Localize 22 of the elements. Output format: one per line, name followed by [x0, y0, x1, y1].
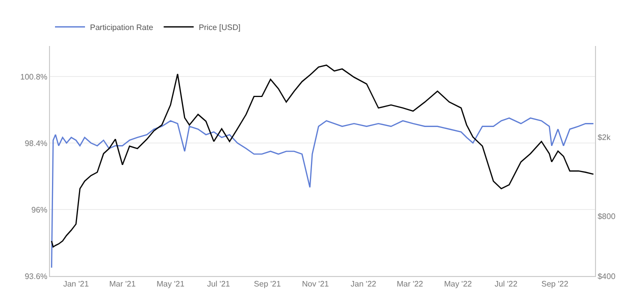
- x-tick-label: Jan '21: [63, 280, 90, 289]
- x-tick-label: Jul '21: [207, 280, 231, 289]
- y2-tick-label: $2k: [598, 132, 612, 142]
- x-tick-label: May '22: [444, 280, 472, 289]
- x-tick-label: Sep '22: [541, 280, 569, 289]
- y-tick-label: 93.6%: [24, 272, 48, 281]
- x-tick-label: Mar '22: [396, 280, 424, 289]
- x-tick-label: Jul '22: [494, 280, 518, 289]
- x-tick-label: Jan '22: [350, 280, 377, 289]
- x-tick-label: Mar '21: [109, 280, 136, 289]
- line-series: [50, 117, 594, 268]
- legend-label: Participation Rate: [90, 23, 154, 32]
- y-tick-label: 98.4%: [24, 138, 48, 148]
- y-tick-label: 100.8%: [20, 72, 48, 82]
- x-tick-label: Nov '21: [302, 280, 330, 289]
- line-series: [50, 64, 594, 248]
- x-tick-label: Sep '21: [254, 280, 282, 289]
- y2-tick-label: $800: [598, 212, 616, 221]
- legend-label: Price [USD]: [198, 23, 240, 32]
- x-tick-label: May '21: [156, 280, 185, 289]
- y-tick-label: 96%: [31, 205, 48, 214]
- y2-tick-label: $400: [598, 272, 616, 281]
